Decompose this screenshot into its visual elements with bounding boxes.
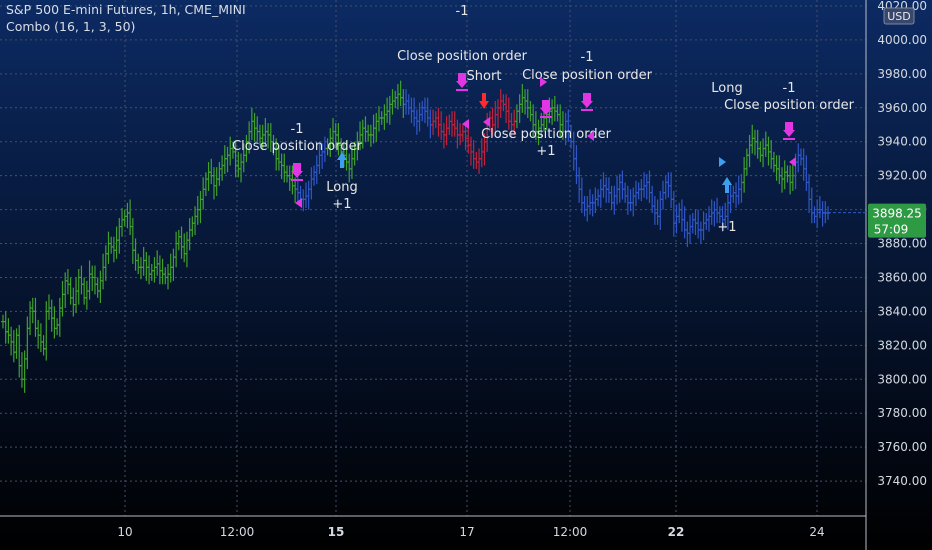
x-tick-label: 17 — [459, 525, 474, 539]
arrow-head — [456, 81, 468, 88]
short-entry-arrow — [479, 93, 489, 109]
last-price-badge-box — [868, 203, 926, 238]
annotation-label: Long — [326, 180, 357, 195]
y-tick-label: 3880.00 — [877, 237, 927, 251]
y-tick-label: 3800.00 — [877, 372, 927, 386]
x-tick-label: 12:00 — [553, 525, 588, 539]
x-tick-label: 15 — [328, 525, 345, 539]
close-order-marker — [291, 163, 303, 181]
entry-triangle — [719, 157, 726, 167]
annotation-label: +1 — [717, 220, 736, 235]
exit-triangle — [483, 117, 490, 127]
exit-triangle — [295, 198, 302, 208]
arrow-head — [581, 101, 593, 108]
close-order-marker — [456, 73, 468, 91]
ohlc-bars — [1, 80, 830, 393]
y-tick-label: 3940.00 — [877, 135, 927, 149]
symbol-title[interactable]: S&P 500 E-mini Futures, 1h, CME_MINI — [6, 2, 246, 17]
x-tick-label: 12:00 — [220, 525, 255, 539]
annotation-label: -1 — [581, 50, 594, 65]
annotation-label: +1 — [536, 144, 555, 159]
close-order-marker — [540, 100, 552, 118]
arrow-shaft — [542, 100, 550, 110]
annotation-label: Close position order — [232, 139, 362, 154]
x-tick-label: 22 — [668, 525, 685, 539]
arrow-head — [540, 108, 552, 115]
chart-legend: S&P 500 E-mini Futures, 1h, CME_MINI Com… — [6, 1, 246, 35]
y-tick-label: 4000.00 — [877, 33, 927, 47]
arrow-shaft — [583, 93, 591, 103]
annotation-label: Long — [711, 81, 742, 96]
arrow-head — [291, 171, 303, 178]
currency-badge[interactable]: USD — [883, 7, 915, 25]
annotation-label: +1 — [332, 197, 351, 212]
y-tick-label: 3740.00 — [877, 474, 927, 488]
y-tick-label: 3780.00 — [877, 406, 927, 420]
arrow-head — [783, 130, 795, 137]
exit-triangle — [789, 157, 796, 167]
annotation-label: Close position order — [724, 98, 854, 113]
y-tick-label: 3920.00 — [877, 169, 927, 183]
y-tick-label: 3860.00 — [877, 270, 927, 284]
currency-badge-box — [883, 7, 915, 25]
close-order-marker — [783, 122, 795, 140]
arrow-shaft — [725, 183, 729, 193]
y-tick-label: 3980.00 — [877, 67, 927, 81]
exit-triangle — [462, 119, 469, 129]
indicator-label[interactable]: Combo (16, 1, 3, 50) — [6, 19, 136, 34]
currency-badge-label: USD — [887, 10, 911, 23]
exit-triangle — [587, 131, 594, 141]
close-order-marker — [581, 93, 593, 111]
long-entry-arrow — [337, 152, 347, 168]
annotation-label: Close position order — [481, 127, 611, 142]
annotation-label: -1 — [783, 81, 796, 96]
grid-lines — [0, 0, 866, 516]
arrow-head — [722, 177, 732, 185]
x-tick-label: 10 — [117, 525, 132, 539]
arrow-shaft — [458, 73, 466, 83]
last-price-value: 3898.25 — [872, 207, 922, 221]
x-tick-label: 24 — [809, 525, 824, 539]
arrow-shaft — [340, 158, 344, 168]
last-price-badge: 3898.25 57:09 — [868, 203, 926, 238]
exit-triangle — [540, 77, 547, 87]
trade-annotations: -1 Close position order Long +1 -1 Close posi… — [232, 4, 854, 235]
y-tick-label: 3960.00 — [877, 101, 927, 115]
arrow-shaft — [482, 93, 486, 103]
annotation-label: Short — [467, 69, 502, 84]
bar-countdown: 57:09 — [874, 223, 909, 237]
annotation-label: Close position order — [397, 49, 527, 64]
arrow-shaft — [293, 163, 301, 173]
y-tick-label: 3840.00 — [877, 304, 927, 318]
annotation-label: Close position order — [522, 68, 652, 83]
annotation-label: -1 — [456, 4, 469, 19]
y-tick-label: 3820.00 — [877, 338, 927, 352]
arrow-shaft — [785, 122, 793, 132]
annotation-label: -1 — [291, 122, 304, 137]
arrow-head — [337, 152, 347, 160]
long-entry-arrow — [722, 177, 732, 193]
arrow-head — [479, 101, 489, 109]
y-tick-label: 3760.00 — [877, 440, 927, 454]
